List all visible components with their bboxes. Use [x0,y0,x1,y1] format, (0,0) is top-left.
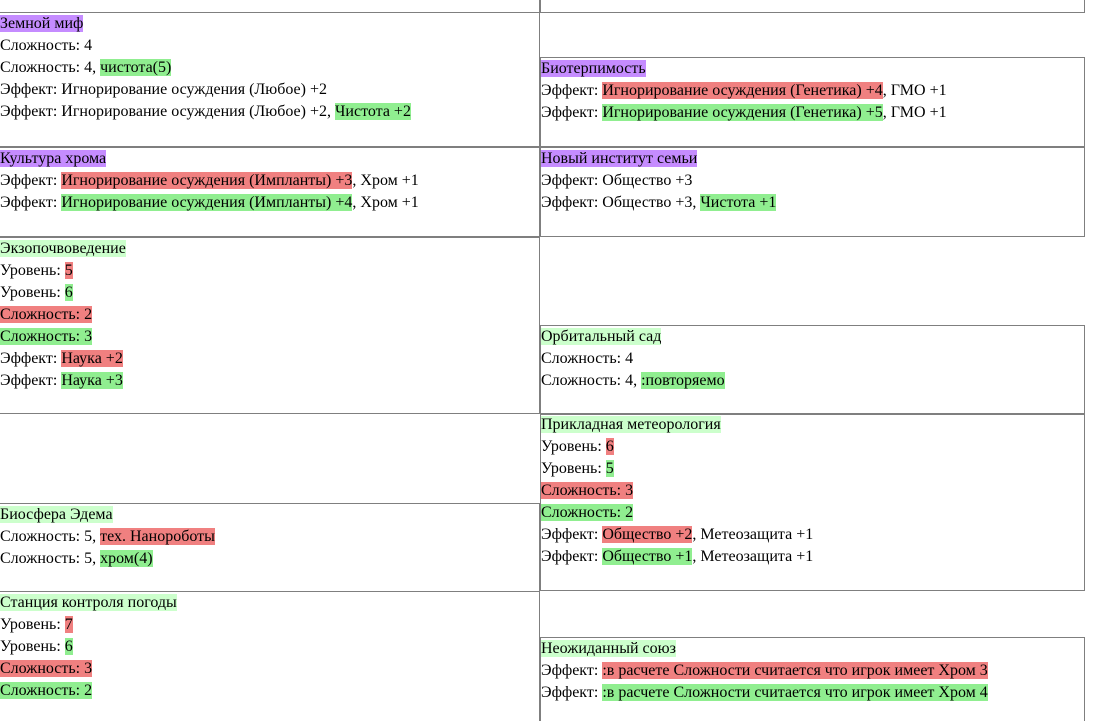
card-line: Эффект: Игнорирование осуждения (Любое) … [0,103,411,120]
removed-text: Сложность: 2 [0,306,93,323]
card-line: Эффект: Игнорирование осуждения (Генетик… [541,82,947,99]
removed-text: :в расчете Сложности считается что игрок… [602,662,988,679]
card-line: Сложность: 5, хром(4) [0,550,153,567]
card-line: Сложность: 5, тех. Нанороботы [0,528,215,545]
card-line: Эффект: Игнорирование осуждения (Любое) … [0,81,327,98]
card-line: Сложность: 4, чистота(5) [0,59,172,76]
added-text: Сложность: 3 [0,328,93,345]
card-line: Эффект: Игнорирование осуждения (Имплант… [0,172,419,189]
card-title: Биосфера Эдема [0,506,113,523]
added-text: Сложность: 2 [541,504,634,521]
card-title: Земной миф [0,15,84,32]
card-line: Сложность: 2 [0,680,539,702]
card-zemnoy-mif: Земной миф Сложность: 4 Сложность: 4, чи… [0,12,540,147]
card-line: Эффект: Общество +3, Чистота +1 [541,194,777,211]
card-line: Эффект: Наука +3 [0,372,123,389]
card-title: Новый институт семьи [541,150,698,167]
added-text: Чистота +2 [335,103,411,120]
card-line: Уровень: 6 [541,438,614,455]
card-biosfera-edema: Биосфера Эдема Сложность: 5, тех. Наноро… [0,503,540,592]
card-line: Сложность: 4, :повторяемо [541,372,725,389]
card-line: Эффект: :в расчете Сложности считается ч… [541,662,988,679]
card-bioterpimost: Биотерпимость Эффект: Игнорирование осуж… [540,57,1085,147]
card-line: Эффект: Наука +2 [0,350,123,367]
removed-text: 5 [64,262,73,279]
card-title: Экзопочвоведение [0,240,126,257]
card-line: Эффект: Общество +2, Метеозащита +1 [541,526,814,543]
added-text: Наука +3 [61,372,123,389]
card-title: Станция контроля погоды [0,594,177,611]
card-title: Культура хрома [0,150,107,167]
card-line: Сложность: 2 [0,304,539,326]
removed-text: Игнорирование осуждения (Импланты) +3 [61,172,353,189]
removed-text: Наука +2 [61,350,123,367]
card-title: Биотерпимость [541,60,646,77]
card-title: Прикладная метеорология [541,416,721,433]
added-text: 6 [64,638,73,655]
added-text: чистота(5) [100,59,172,76]
card-line: Уровень: 5 [0,262,73,279]
removed-text: тех. Нанороботы [100,528,215,545]
card-line: Сложность: 3 [541,480,1084,502]
card-prikladnaya-meteorologiya: Прикладная метеорология Уровень: 6 Урове… [540,413,1085,591]
card-line: Сложность: 4 [0,37,93,54]
card-neozhidannyy-soyuz: Неожиданный союз Эффект: :в расчете Слож… [540,637,1085,721]
added-text: 6 [64,284,73,301]
card-line: Эффект: Игнорирование осуждения (Имплант… [0,194,419,211]
card-line: Эффект: Игнорирование осуждения (Генетик… [541,104,947,121]
card-line: Уровень: 7 [0,616,73,633]
added-text: :повторяемо [641,372,725,389]
card-line: Уровень: 5 [541,460,614,477]
card-line: Сложность: 4 [541,350,634,367]
card-line: Сложность: 3 [0,326,539,348]
card-kultura-hroma: Культура хрома Эффект: Игнорирование осу… [0,147,540,237]
card-line: Эффект: Общество +1, Метеозащита +1 [541,548,814,565]
added-text: Сложность: 2 [0,682,93,699]
card-title: Орбитальный сад [541,328,662,345]
card-stanciya-kontrolya-pogody: Станция контроля погоды Уровень: 7 Урове… [0,591,540,721]
added-text: Игнорирование осуждения (Генетика) +5 [602,104,883,121]
card-title: Неожиданный союз [541,640,676,657]
removed-text: 6 [605,438,614,455]
card-line: Сложность: 3 [0,658,539,680]
removed-text: Общество +2 [602,526,693,543]
card-line: Эффект: Общество +3 [541,172,693,189]
added-text: Общество +1 [602,548,693,565]
card-line: Уровень: 6 [0,638,73,655]
card-line: Эффект: :в расчете Сложности считается ч… [541,684,988,701]
added-text: 5 [605,460,614,477]
added-text: :в расчете Сложности считается что игрок… [602,684,988,701]
added-text: хром(4) [100,550,153,567]
card-line: Уровень: 6 [0,284,73,301]
card-line: Сложность: 2 [541,502,1084,524]
removed-text: Игнорирование осуждения (Генетика) +4 [602,82,883,99]
added-text: Игнорирование осуждения (Импланты) +4 [61,194,353,211]
removed-text: Сложность: 3 [0,660,93,677]
added-text: Чистота +1 [700,194,777,211]
card-novyy-institut-semi: Новый институт семьи Эффект: Общество +3… [540,147,1085,237]
removed-text: 7 [64,616,73,633]
card-partial-top-right [540,0,1085,13]
removed-text: Сложность: 3 [541,482,634,499]
card-ekzopochvovedenie: Экзопочвоведение Уровень: 5 Уровень: 6 С… [0,237,540,414]
card-orbitalnyy-sad: Орбитальный сад Сложность: 4 Сложность: … [540,325,1085,415]
